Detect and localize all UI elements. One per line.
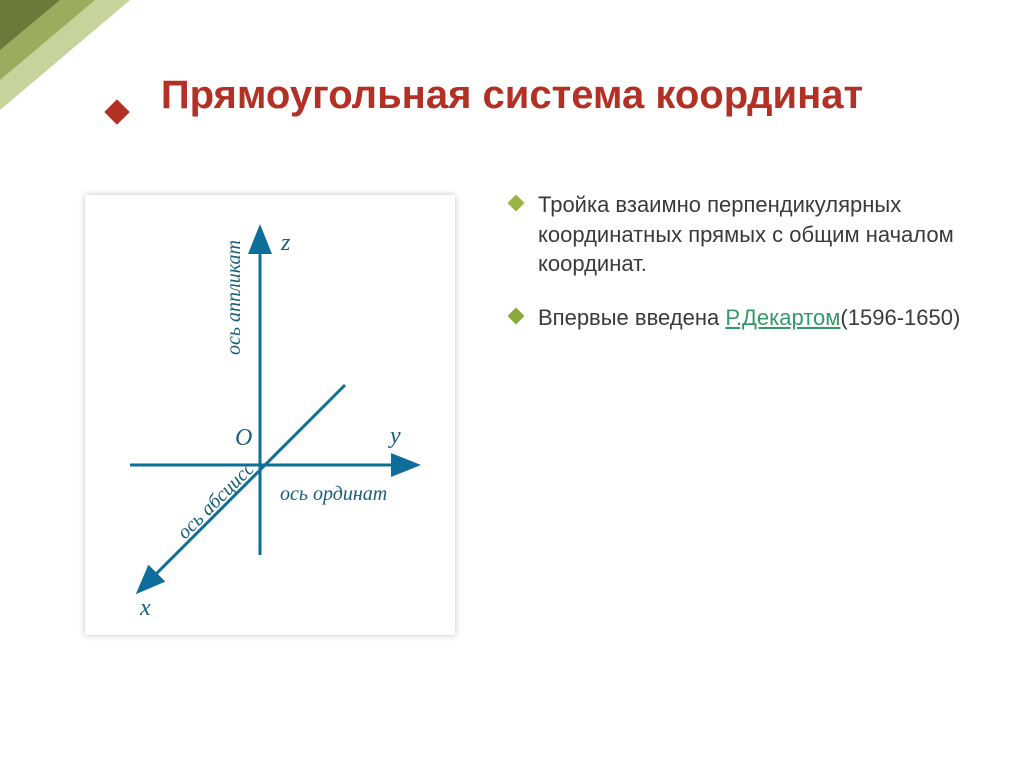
link[interactable]: Р.Декартом [725, 305, 840, 330]
svg-text:ось аппликат: ось аппликат [223, 240, 245, 355]
coordinate-diagram: O y z x ось аппликат ось ординат ось абс… [85, 195, 455, 635]
list-item: Тройка взаимно перпендикулярных координа… [510, 190, 970, 279]
bullet-icon [508, 308, 525, 325]
list-text: Тройка взаимно перпендикулярных координа… [538, 190, 970, 279]
svg-text:y: y [388, 423, 401, 449]
list-item: Впервые введена Р.Декартом(1596-1650) [510, 303, 970, 333]
svg-text:ось абсцисс: ось абсцисс [173, 458, 259, 544]
page-title: Прямоугольная система координат [0, 72, 1024, 118]
list-text: Впервые введена Р.Декартом(1596-1650) [538, 303, 960, 333]
content-list: Тройка взаимно перпендикулярных координа… [510, 190, 970, 357]
svg-text:ось ординат: ось ординат [280, 483, 387, 505]
svg-text:x: x [139, 595, 151, 621]
text-after: (1596-1650) [840, 305, 960, 330]
svg-text:z: z [280, 230, 291, 256]
text-before: Тройка взаимно перпендикулярных координа… [538, 192, 954, 276]
bullet-icon [508, 195, 525, 212]
svg-text:O: O [235, 425, 252, 451]
text-before: Впервые введена [538, 305, 725, 330]
